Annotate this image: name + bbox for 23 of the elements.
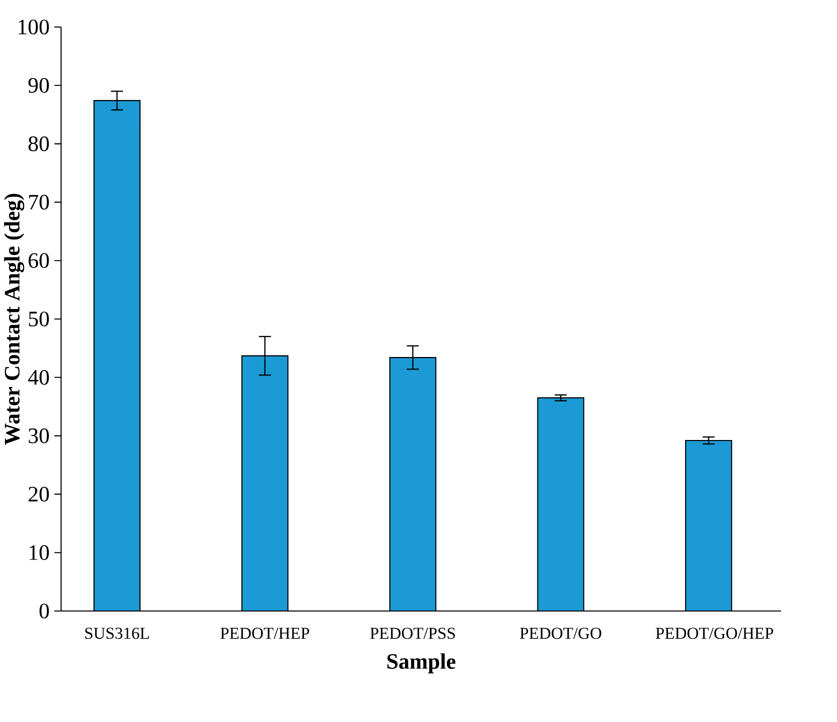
y-tick-label: 50: [28, 312, 49, 326]
x-tick-label: PEDOT/GO: [520, 628, 602, 639]
y-tick-label: 80: [28, 136, 49, 152]
x-tick-label: PEDOT/GO/HEP: [656, 628, 774, 639]
y-tick-label: 100: [18, 20, 49, 34]
bar: [390, 358, 436, 612]
bar: [242, 356, 288, 612]
y-tick-label: 30: [28, 428, 49, 444]
y-axis-title: Water Contact Angle (deg): [4, 194, 24, 445]
y-tick-label: 10: [30, 545, 49, 560]
y-tick-label: 20: [28, 486, 49, 502]
bar: [94, 100, 140, 612]
x-axis-title: Sample: [387, 653, 456, 674]
y-tick-label: 0: [40, 604, 49, 618]
bar: [685, 440, 732, 612]
y-tick-label: 70: [29, 194, 49, 210]
bar: [538, 398, 584, 612]
y-tick-label: 90: [28, 78, 49, 93]
x-tick-label: SUS316L: [85, 628, 149, 639]
y-tick-label: 60: [28, 253, 49, 268]
y-tick-label: 40: [28, 370, 49, 385]
x-tick-label: PEDOT/HEP: [220, 628, 310, 639]
x-tick-label: PEDOT/PSS: [370, 628, 455, 639]
